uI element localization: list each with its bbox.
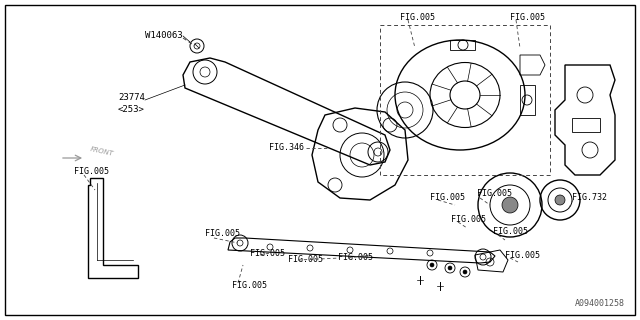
Text: FIG.005: FIG.005 (400, 13, 435, 22)
Text: FRONT: FRONT (90, 147, 115, 157)
Text: FIG.005: FIG.005 (74, 167, 109, 177)
Text: FIG.005: FIG.005 (288, 255, 323, 265)
Text: FIG.005: FIG.005 (451, 215, 486, 225)
Text: FIG.005: FIG.005 (232, 281, 267, 290)
Circle shape (502, 197, 518, 213)
Text: FIG.005: FIG.005 (510, 13, 545, 22)
Text: FIG.005: FIG.005 (338, 253, 373, 262)
Text: FIG.005: FIG.005 (430, 194, 465, 203)
Text: FIG.732: FIG.732 (572, 194, 607, 203)
Text: FIG.005: FIG.005 (205, 228, 240, 237)
Text: <253>: <253> (118, 106, 145, 115)
Circle shape (555, 195, 565, 205)
Text: FIG.005: FIG.005 (493, 228, 528, 236)
Text: FIG.005: FIG.005 (477, 188, 512, 197)
Text: A094001258: A094001258 (575, 299, 625, 308)
Text: W140063: W140063 (145, 31, 183, 41)
Text: FIG.005: FIG.005 (505, 251, 540, 260)
Text: FIG.346: FIG.346 (269, 143, 304, 153)
Circle shape (448, 266, 452, 270)
Circle shape (430, 263, 434, 267)
Text: 23774: 23774 (118, 93, 145, 102)
Circle shape (463, 270, 467, 274)
Text: FIG.005: FIG.005 (250, 249, 285, 258)
